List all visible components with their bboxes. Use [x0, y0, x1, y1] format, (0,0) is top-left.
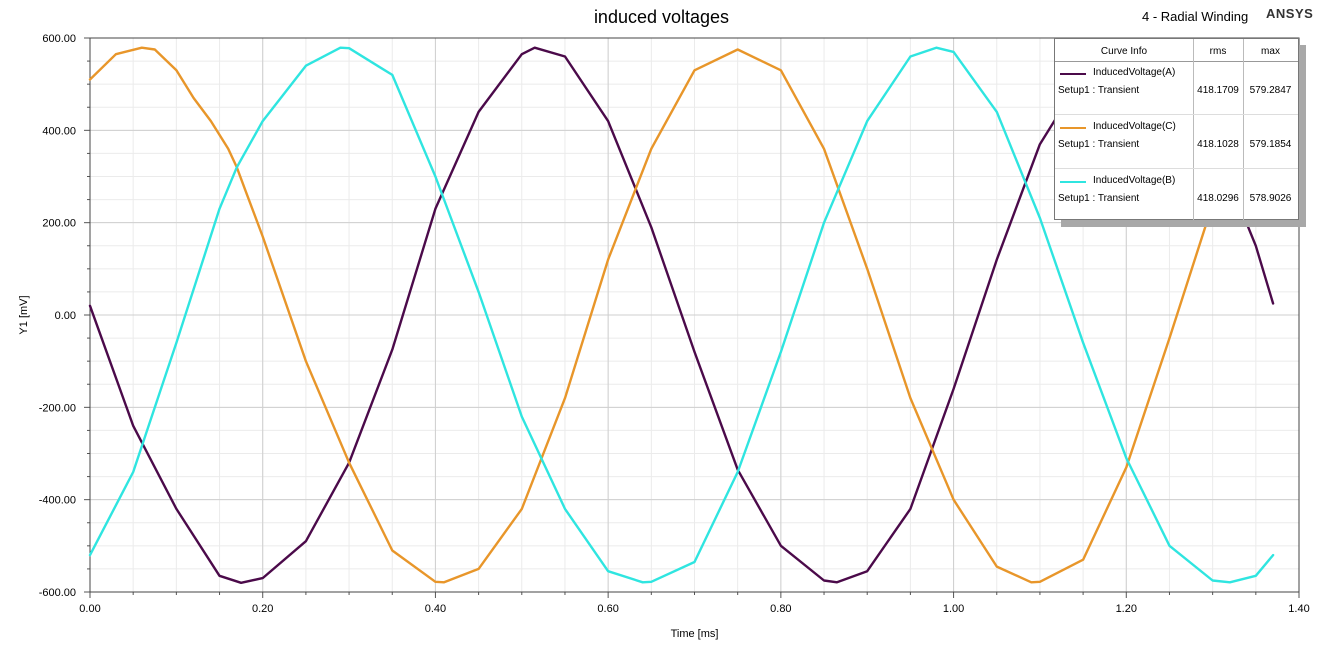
y-tick-label: -200.00	[39, 402, 76, 414]
x-tick-label: 1.00	[943, 603, 964, 615]
legend-curve-name: InducedVoltage(C)	[1093, 121, 1176, 132]
legend-header: Curve Info rms max	[1055, 39, 1298, 62]
series-line-2	[88, 46, 1275, 584]
legend-curve-name: InducedVoltage(B)	[1093, 175, 1176, 186]
y-tick-label: 400.00	[42, 125, 76, 137]
x-tick-label: 0.00	[79, 603, 100, 615]
legend-swatch-b	[1060, 181, 1086, 183]
legend-setup-name: Setup1 : Transient	[1058, 85, 1140, 96]
y-tick-label: 600.00	[42, 33, 76, 45]
legend-max-value: 579.2847	[1249, 85, 1292, 96]
legend-max-value: 578.9026	[1249, 193, 1292, 204]
legend-row-a[interactable]: InducedVoltage(A) Setup1 : Transient 418…	[1055, 61, 1298, 115]
legend-col-rms: rms	[1209, 46, 1227, 57]
legend-divider	[1243, 39, 1244, 220]
x-axis-label: Time [ms]	[671, 628, 719, 640]
legend-row-divider	[1055, 114, 1298, 115]
y-axis-label: Y1 [mV]	[18, 295, 30, 334]
legend-curve-name: InducedVoltage(A)	[1093, 67, 1176, 78]
legend-box[interactable]: Curve Info rms max InducedVoltage(A) Set…	[1054, 38, 1299, 220]
x-tick-label: 1.40	[1288, 603, 1309, 615]
x-tick-label: 0.60	[597, 603, 618, 615]
legend-setup-name: Setup1 : Transient	[1058, 193, 1140, 204]
legend-row-divider	[1055, 168, 1298, 169]
legend-col-max: max	[1261, 46, 1280, 57]
legend-col-curve: Curve Info	[1100, 46, 1148, 57]
y-tick-label: -600.00	[39, 587, 76, 599]
plot-frame	[89, 37, 1300, 593]
legend-divider	[1193, 39, 1194, 220]
chart-title: induced voltages	[593, 7, 730, 27]
legend-row-b[interactable]: InducedVoltage(B) Setup1 : Transient 418…	[1055, 169, 1298, 223]
brand-logo: ANSYS	[1266, 6, 1314, 21]
series-line-1	[88, 46, 1258, 584]
x-tick-label: 0.80	[770, 603, 791, 615]
y-tick-label: -400.00	[39, 495, 76, 507]
design-name: 4 - Radial Winding	[1142, 9, 1249, 24]
x-tick-label: 0.40	[425, 603, 446, 615]
x-tick-label: 0.20	[252, 603, 273, 615]
legend-rms-value: 418.1709	[1197, 85, 1239, 96]
legend-swatch-c	[1060, 127, 1086, 129]
legend-row-c[interactable]: InducedVoltage(C) Setup1 : Transient 418…	[1055, 115, 1298, 169]
legend-max-value: 579.1854	[1249, 139, 1292, 150]
y-tick-label: 200.00	[42, 218, 76, 230]
y-tick-label: 0.00	[55, 310, 76, 322]
legend-rms-value: 418.1028	[1197, 139, 1239, 150]
legend-setup-name: Setup1 : Transient	[1058, 139, 1140, 150]
x-tick-label: 1.20	[1116, 603, 1137, 615]
legend-rms-value: 418.0296	[1197, 193, 1239, 204]
legend-swatch-a	[1060, 73, 1086, 75]
